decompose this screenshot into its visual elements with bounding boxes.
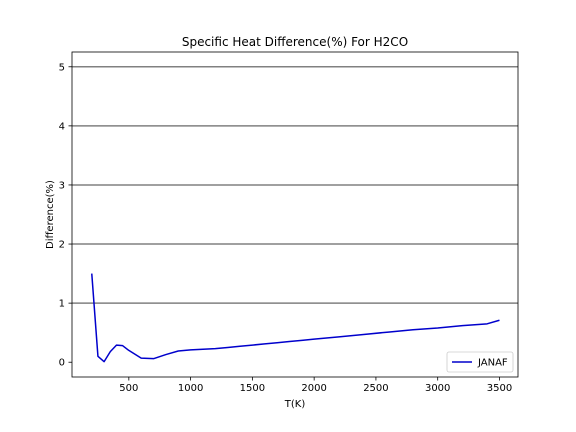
legend: JANAF: [446, 351, 514, 373]
grid-layer: [72, 66, 518, 304]
x-tick-label: 1500: [240, 383, 265, 394]
x-tick-label: 2500: [363, 383, 388, 394]
y-tick-label: 4: [59, 121, 65, 132]
y-tick-label: 5: [59, 62, 65, 73]
y-axis: 0 1 2 3 4 5: [59, 62, 72, 369]
y-tick-label: 1: [59, 299, 65, 310]
x-tick-label: 2000: [301, 383, 326, 394]
x-tick-label: 1000: [178, 383, 203, 394]
x-tick-label: 500: [119, 383, 138, 394]
legend-label-janaf: JANAF: [477, 358, 508, 369]
y-axis-label: Difference(%): [45, 180, 56, 249]
x-tick-label: 3000: [425, 383, 450, 394]
y-tick-label: 0: [59, 358, 65, 369]
plot-frame: [71, 51, 519, 378]
series-line-janaf: [91, 273, 500, 363]
x-axis-label: T(K): [284, 399, 306, 410]
chart-title: Specific Heat Difference(%) For H2CO: [182, 35, 408, 49]
legend-box: [446, 351, 514, 373]
y-tick-label: 2: [59, 240, 65, 251]
y-tick-label: 3: [59, 180, 65, 191]
x-axis: 500 1000 1500 2000 2500 3000 3500: [119, 377, 512, 394]
series-layer: [91, 273, 500, 363]
x-tick-label: 3500: [487, 383, 512, 394]
